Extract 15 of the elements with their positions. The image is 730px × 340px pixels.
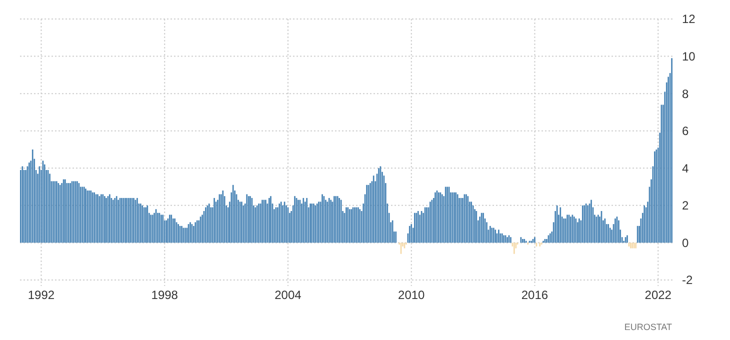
y-tick-label: 4 (682, 161, 689, 176)
x-tick-label: 2004 (274, 288, 302, 302)
y-tick-label: 12 (682, 12, 696, 26)
y-tick-label: 8 (682, 86, 689, 101)
y-tick-label: 2 (682, 198, 689, 213)
x-tick-label: 1992 (28, 288, 55, 302)
x-tick-label: 1998 (151, 288, 178, 302)
x-tick-label: 2022 (644, 288, 672, 302)
y-tick-label: 6 (682, 124, 689, 138)
y-tick-label: -2 (682, 273, 693, 288)
x-tick-label: 2010 (398, 288, 426, 302)
x-tick-label: 2016 (521, 288, 548, 302)
y-tick-label: 0 (682, 236, 689, 250)
text: EUROSTAT (624, 322, 672, 332)
y-tick-label: 10 (682, 49, 696, 64)
